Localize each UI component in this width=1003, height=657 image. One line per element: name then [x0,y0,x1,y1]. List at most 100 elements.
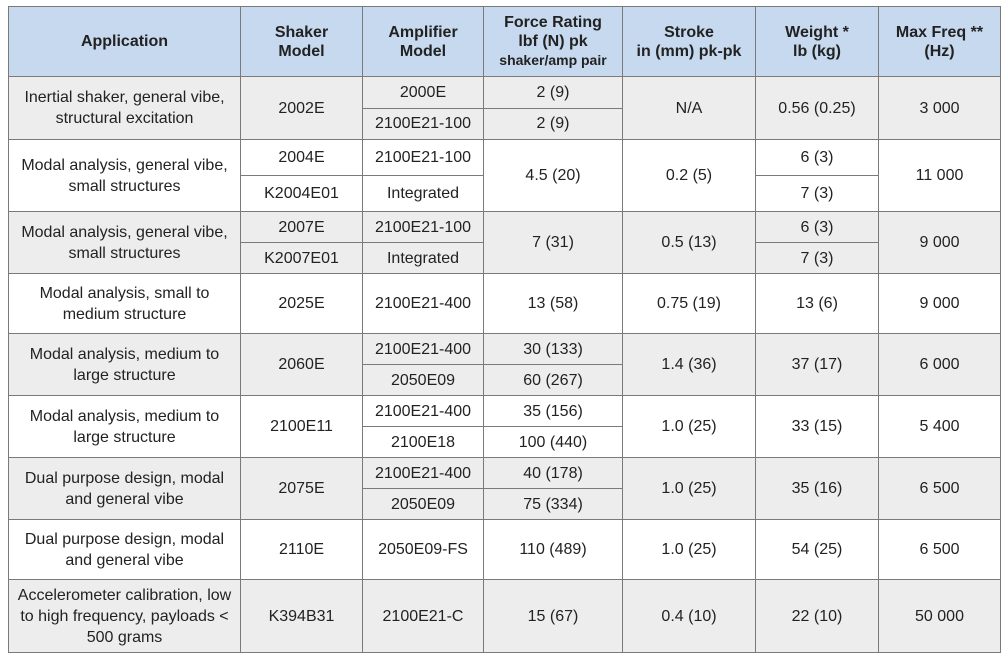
header-cell: Stroke in (mm) pk-pk [622,6,756,77]
weight-cell: 33 (15) [755,395,879,458]
application-cell: Inertial shaker, general vibe, structura… [8,76,241,140]
application-cell: Modal analysis, medium to large structur… [8,395,241,458]
amplifier-cell: 2050E09-FS [362,519,484,580]
application-cell: Modal analysis, small to medium structur… [8,273,241,334]
stroke-cell: 0.4 (10) [622,579,756,653]
stroke-cell: 0.2 (5) [622,139,756,212]
amplifier-cell: 2100E21-400 [362,457,484,489]
table-row: Inertial shaker, general vibe, structura… [8,76,1001,140]
stroke-cell: 1.0 (25) [622,519,756,580]
stroke-cell: 1.0 (25) [622,457,756,520]
force-cell: 110 (489) [483,519,623,580]
table-row: 2050E09 75 (334) [9,488,1001,520]
freq-cell: 6 000 [878,333,1001,396]
force-cell: 35 (156) [483,395,623,427]
header-row: Application Shaker Model Amplifier Model Forc… [8,6,1001,77]
table-row: Modal analysis, medium to large structur… [8,333,1001,396]
shaker-cell: K2007E01 [240,242,363,274]
force-cell: 30 (133) [483,333,623,365]
amplifier-cell: 2100E21-C [362,579,484,653]
spec-table: Application Shaker Model Amplifier Model Forc… [8,6,1001,653]
shaker-cell: 2110E [240,519,363,580]
shaker-cell: 2060E [240,333,363,396]
table-row: K2007E01 Integrated 7 (3) [9,242,1001,274]
header-cell: Force Rating lbf (N) pk shaker/amp pair [483,6,623,77]
header-cell: Application [8,6,241,77]
header-cell: Amplifier Model [362,6,484,77]
header-cell: Weight * lb (kg) [755,6,879,77]
application-cell: Dual purpose design, modal and general v… [8,457,241,520]
weight-cell: 54 (25) [755,519,879,580]
freq-cell: 50 000 [878,579,1001,653]
header-text: Model [399,42,447,60]
shaker-cell: 2075E [240,457,363,520]
shaker-cell: 2100E11 [240,395,363,458]
table-row: Modal analysis, medium to large structur… [8,395,1001,458]
application-cell: Modal analysis, general vibe, small stru… [8,211,241,274]
shaker-cell: 2002E [240,76,363,140]
stroke-cell: 0.75 (19) [622,273,756,334]
shaker-cell: K2004E01 [240,175,363,212]
force-cell: 100 (440) [483,426,623,458]
amplifier-cell: 2100E21-400 [362,395,484,427]
table-row: 2100E21-100 2 (9) [9,107,1001,140]
amplifier-cell: 2100E21-100 [362,107,484,140]
table-row: Modal analysis, general vibe, small stru… [8,139,1001,212]
weight-cell: 13 (6) [755,273,879,334]
freq-cell: 5 400 [878,395,1001,458]
shaker-cell: K394B31 [240,579,363,653]
application-cell: Modal analysis, medium to large structur… [8,333,241,396]
freq-cell: 6 500 [878,457,1001,520]
freq-cell: 9 000 [878,273,1001,334]
table-row: K2004E01 Integrated 7 (3) [9,175,1001,212]
amplifier-cell: 2100E21-100 [362,211,484,243]
freq-cell: 11 000 [878,139,1001,212]
header-text: Amplifier [388,23,458,41]
table-row: 2100E18 100 (440) [9,426,1001,458]
amplifier-cell: 2050E09 [362,488,484,520]
shaker-cell: 2004E [240,139,363,176]
header-text: (Hz) [924,42,955,60]
application-cell: Modal analysis, general vibe, small stru… [8,139,241,212]
header-text: Stroke [664,23,714,41]
weight-cell: 7 (3) [755,175,879,212]
force-cell: 2 (9) [483,107,623,140]
table-row: Accelerometer calibration, low to high f… [8,579,1001,653]
header-text: in (mm) pk-pk [636,42,742,60]
stroke-cell: N/A [622,76,756,140]
table-row: Dual purpose design, modal and general v… [8,519,1001,580]
amplifier-cell: 2050E09 [362,364,484,396]
header-text: Shaker [274,23,329,41]
header-cell: Max Freq ** (Hz) [878,6,1001,77]
header-text: Max Freq ** [895,23,984,41]
freq-cell: 3 000 [878,76,1001,140]
force-cell: 4.5 (20) [483,139,623,212]
amplifier-cell: 2100E21-100 [362,139,484,176]
stroke-cell: 1.4 (36) [622,333,756,396]
header-text: Application [80,33,169,50]
force-cell: 2 (9) [483,76,623,109]
force-cell: 13 (58) [483,273,623,334]
application-cell: Dual purpose design, modal and general v… [8,519,241,580]
weight-cell: 37 (17) [755,333,879,396]
amplifier-cell: 2000E [362,76,484,109]
force-cell: 40 (178) [483,457,623,489]
shaker-cell: 2025E [240,273,363,334]
amplifier-cell: Integrated [362,175,484,212]
header-text: shaker/amp pair [499,52,607,68]
weight-cell: 0.56 (0.25) [755,76,879,140]
force-cell: 15 (67) [483,579,623,653]
table-row: Modal analysis, small to medium structur… [8,273,1001,334]
stroke-cell: 1.0 (25) [622,395,756,458]
weight-cell: 6 (3) [755,211,879,243]
header-text: lb (kg) [793,42,841,60]
freq-cell: 6 500 [878,519,1001,580]
header-text: Model [278,42,325,60]
force-cell: 75 (334) [483,488,623,520]
weight-cell: 6 (3) [755,139,879,176]
amplifier-cell: 2100E21-400 [362,273,484,334]
table-row: 2050E09 60 (267) [9,364,1001,396]
amplifier-cell: 2100E18 [362,426,484,458]
table-row: Modal analysis, general vibe, small stru… [8,211,1001,274]
